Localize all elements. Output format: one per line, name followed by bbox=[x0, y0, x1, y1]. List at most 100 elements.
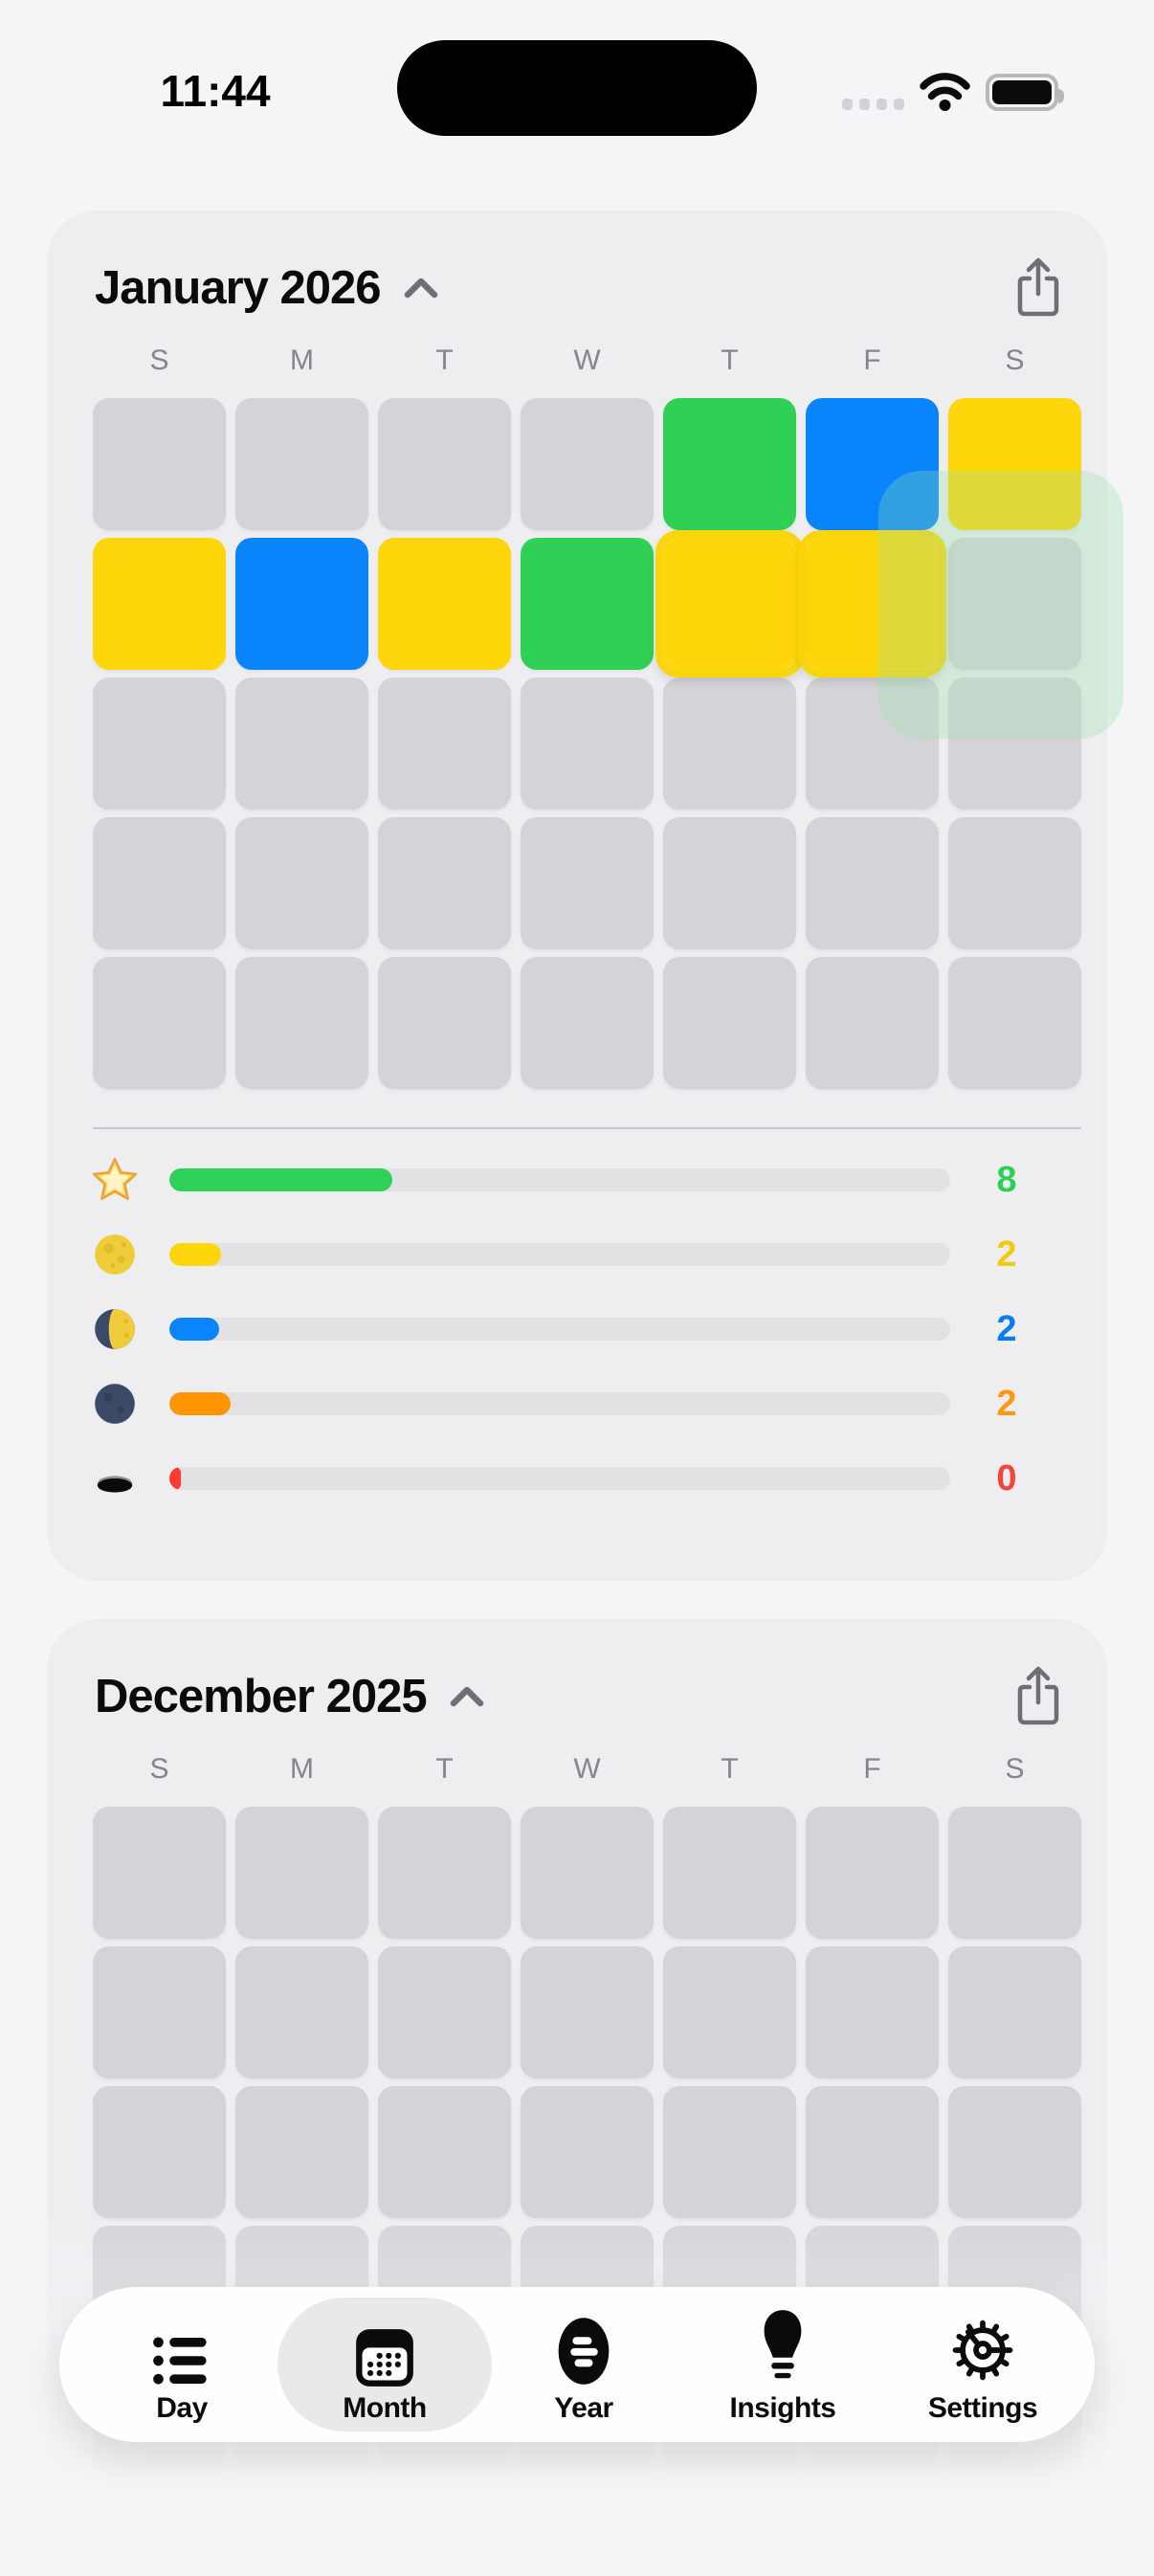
day-of-week-label: S bbox=[1005, 344, 1025, 376]
calendar-grid-january bbox=[93, 398, 1081, 1089]
calendar-day-cell[interactable] bbox=[93, 677, 226, 810]
full-moon-emoji bbox=[91, 1231, 139, 1278]
calendar-day-cell[interactable] bbox=[521, 677, 654, 810]
calendar-day-cell[interactable] bbox=[378, 1946, 511, 2078]
tab-item-year[interactable]: Year bbox=[502, 2287, 665, 2442]
progress-bar-track bbox=[169, 1243, 950, 1266]
legend-count: 2 bbox=[996, 1233, 1017, 1275]
calendar-day-cell[interactable] bbox=[663, 817, 796, 949]
calendar-day-cell[interactable] bbox=[521, 1807, 654, 1939]
legend-row: 2 bbox=[91, 1366, 1063, 1441]
new-moon-emoji bbox=[91, 1380, 139, 1428]
calendar-day-cell[interactable] bbox=[948, 677, 1081, 810]
status-bar: 11:44 bbox=[0, 0, 1154, 153]
calendar-day-cell[interactable] bbox=[948, 1946, 1081, 2078]
calendar-day-cell[interactable] bbox=[235, 817, 368, 949]
calendar-day-cell[interactable] bbox=[93, 398, 226, 530]
progress-bar-fill bbox=[169, 1243, 221, 1266]
tab-label: Day bbox=[156, 2392, 208, 2424]
calendar-day-cell[interactable] bbox=[521, 817, 654, 949]
chevron-up-icon[interactable] bbox=[448, 1677, 486, 1716]
calendar-day-cell[interactable] bbox=[93, 538, 226, 670]
tab-item-settings[interactable]: Settings bbox=[901, 2287, 1064, 2442]
month-title: January 2026 bbox=[95, 262, 382, 314]
calendar-day-cell[interactable] bbox=[521, 957, 654, 1089]
calendar-day-cell[interactable] bbox=[663, 957, 796, 1089]
calendar-day-cell[interactable] bbox=[93, 817, 226, 949]
day-of-week-label: T bbox=[435, 1753, 454, 1785]
day-of-week-label: M bbox=[290, 1753, 314, 1785]
calendar-day-cell[interactable] bbox=[235, 677, 368, 810]
selection-overlay bbox=[655, 530, 804, 677]
calendar-day-cell[interactable] bbox=[806, 817, 939, 949]
status-time: 11:44 bbox=[160, 66, 271, 116]
calendar-day-cell[interactable] bbox=[378, 1807, 511, 1939]
tab-item-day[interactable]: Day bbox=[100, 2287, 263, 2442]
calendar-day-cell[interactable] bbox=[663, 1946, 796, 2078]
day-of-week-label: W bbox=[573, 1753, 601, 1785]
calendar-day-cell[interactable] bbox=[948, 817, 1081, 949]
calendar-day-cell[interactable] bbox=[93, 957, 226, 1089]
progress-bar-track bbox=[169, 1392, 950, 1415]
calendar-day-cell[interactable] bbox=[521, 1946, 654, 2078]
year-oval-icon bbox=[551, 2304, 616, 2388]
calendar-day-cell[interactable] bbox=[948, 1807, 1081, 1939]
calendar-day-cell[interactable] bbox=[806, 538, 939, 670]
calendar-day-cell[interactable] bbox=[663, 538, 796, 670]
first-quarter-moon-emoji bbox=[91, 1305, 139, 1353]
legend-row: 0 bbox=[91, 1441, 1063, 1516]
calendar-day-cell[interactable] bbox=[948, 398, 1081, 530]
calendar-day-cell[interactable] bbox=[378, 817, 511, 949]
dynamic-island bbox=[397, 40, 757, 136]
calendar-day-cell[interactable] bbox=[235, 398, 368, 530]
calendar-day-cell[interactable] bbox=[663, 677, 796, 810]
calendar-day-cell[interactable] bbox=[806, 1946, 939, 2078]
tab-item-insights[interactable]: Insights bbox=[701, 2287, 864, 2442]
calendar-day-cell[interactable] bbox=[806, 2086, 939, 2218]
calendar-day-cell[interactable] bbox=[521, 2086, 654, 2218]
share-icon[interactable] bbox=[1013, 256, 1063, 320]
calendar-day-cell[interactable] bbox=[93, 1807, 226, 1939]
status-icons bbox=[842, 69, 1064, 115]
calendar-day-cell[interactable] bbox=[93, 1946, 226, 2078]
calendar-day-cell[interactable] bbox=[663, 2086, 796, 2218]
hole-emoji bbox=[91, 1455, 139, 1502]
calendar-day-cell[interactable] bbox=[93, 2086, 226, 2218]
calendar-day-cell[interactable] bbox=[235, 2086, 368, 2218]
day-of-week-label: T bbox=[721, 344, 739, 376]
legend-row: 8 bbox=[91, 1143, 1063, 1217]
calendar-day-cell[interactable] bbox=[806, 398, 939, 530]
legend-row: 2 bbox=[91, 1217, 1063, 1292]
calendar-day-cell[interactable] bbox=[521, 398, 654, 530]
calendar-day-cell[interactable] bbox=[378, 957, 511, 1089]
share-icon[interactable] bbox=[1013, 1665, 1063, 1728]
tab-item-month[interactable]: Month bbox=[277, 2287, 492, 2442]
calendar-day-cell[interactable] bbox=[235, 1807, 368, 1939]
calendar-day-cell[interactable] bbox=[806, 677, 939, 810]
calendar-day-cell[interactable] bbox=[378, 398, 511, 530]
chevron-up-icon[interactable] bbox=[402, 269, 440, 307]
lightbulb-icon bbox=[758, 2304, 808, 2388]
progress-bar-fill bbox=[169, 1467, 181, 1490]
progress-bar-fill bbox=[169, 1318, 219, 1341]
calendar-day-cell[interactable] bbox=[806, 957, 939, 1089]
star-emoji bbox=[91, 1156, 139, 1204]
calendar-day-cell[interactable] bbox=[378, 677, 511, 810]
calendar-day-cell[interactable] bbox=[663, 1807, 796, 1939]
calendar-day-cell[interactable] bbox=[235, 538, 368, 670]
calendar-day-cell[interactable] bbox=[235, 1946, 368, 2078]
calendar-day-cell[interactable] bbox=[948, 2086, 1081, 2218]
calendar-day-cell[interactable] bbox=[948, 957, 1081, 1089]
calendar-day-cell[interactable] bbox=[948, 538, 1081, 670]
calendar-day-cell[interactable] bbox=[378, 538, 511, 670]
calendar-day-cell[interactable] bbox=[663, 398, 796, 530]
calendar-day-cell[interactable] bbox=[806, 1807, 939, 1939]
progress-bar-track bbox=[169, 1318, 950, 1341]
selection-overlay bbox=[798, 530, 946, 677]
calendar-day-cell[interactable] bbox=[235, 957, 368, 1089]
rating-legend: 8 2 2 2 0 bbox=[91, 1143, 1063, 1516]
calendar-day-cell[interactable] bbox=[378, 2086, 511, 2218]
progress-bar-track bbox=[169, 1168, 950, 1191]
calendar-day-cell[interactable] bbox=[521, 538, 654, 670]
